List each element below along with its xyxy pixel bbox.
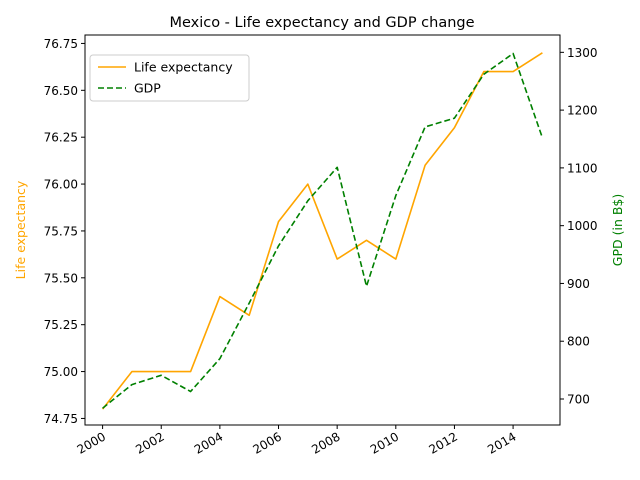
y-left-tick-label: 76.00 [44,178,78,192]
x-tick-label: 2014 [485,429,518,456]
y-left-tick-label: 75.25 [44,318,78,332]
y-left-tick-label: 75.75 [44,224,78,238]
series-line-life-expectancy [101,52,543,410]
y-right-tick-label: 800 [567,335,590,349]
y-left-tick-label: 76.25 [44,131,78,145]
legend-label: GDP [134,81,161,96]
chart-title: Mexico - Life expectancy and GDP change [169,15,474,31]
y-left-tick-label: 76.50 [44,84,78,98]
x-tick-label: 2004 [192,429,225,456]
series-line-gdp [102,52,544,409]
y-right-tick-label: 1000 [567,219,598,233]
x-tick-label: 2012 [426,429,459,456]
y-left-tick-label: 75.50 [44,271,78,285]
y-axis-left-label: Life expectancy [13,180,28,279]
x-tick-label: 2008 [309,429,342,456]
x-tick-label: 2002 [133,429,166,456]
legend-label: Life expectancy [134,60,233,75]
legend: Life expectancy GDP [89,54,250,102]
plot-frame [84,34,561,426]
y-axis-right: 700 800 900 1000 1100 1200 1300 [560,46,598,407]
y-left-tick-label: 74.75 [44,412,78,426]
y-right-tick-label: 1300 [567,46,598,60]
y-right-tick-label: 900 [567,277,590,291]
y-right-tick-label: 700 [567,393,590,407]
legend-box [89,54,250,102]
x-tick-label: 2000 [75,429,108,456]
x-axis: 2000 2002 2004 2006 2008 2010 2012 2014 [75,425,519,457]
x-tick-label: 2006 [251,429,284,456]
series-layer [101,52,544,410]
y-axis-right-label: GPD (in B$) [610,194,625,266]
y-left-tick-label: 75.00 [44,365,78,379]
y-axis-left: 74.75 75.00 75.25 75.50 75.75 76.00 76.25 76.50… [44,37,85,426]
y-right-tick-label: 1100 [567,161,598,175]
y-left-tick-label: 76.75 [44,37,78,51]
x-tick-label: 2010 [368,429,401,456]
y-right-tick-label: 1200 [567,104,598,118]
